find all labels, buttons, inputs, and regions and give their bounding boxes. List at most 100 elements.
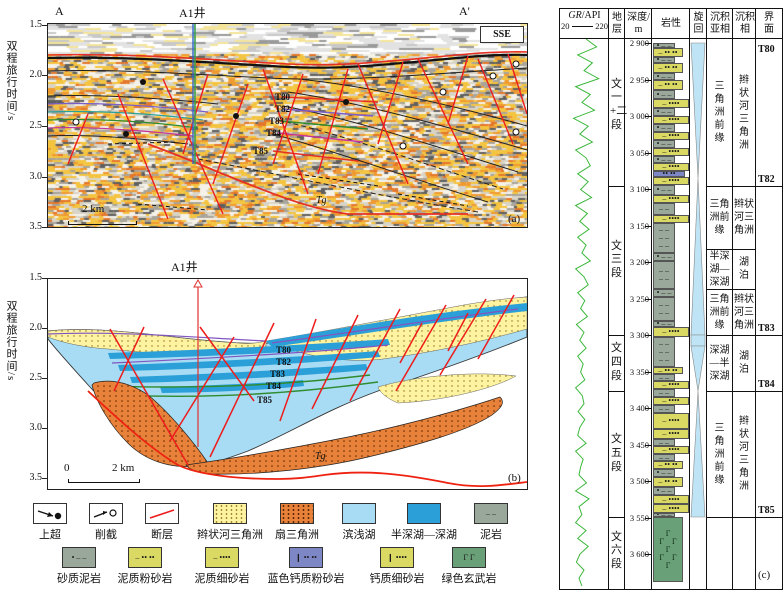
well-track-line [193,24,195,164]
cycle-shapes [690,9,706,589]
facies-divider [733,335,755,336]
boundary-header: 界面 [763,12,775,35]
facies-divider [733,289,755,290]
facies-label: 辫状河三角洲 [738,74,750,152]
bed-pattern-glyph: – – [659,275,669,283]
panel-b-horizon-label: T80 [276,346,291,355]
stratum-label: 文一+二段 [610,78,623,133]
panel-a-tick-mark [42,75,47,76]
bed-pattern-glyph: – •••• [662,100,679,108]
lith-bed-M: – – [653,439,675,446]
bed-pattern-glyph: – •• •• [658,478,677,486]
lith-bed-M: – – [653,203,675,215]
bed-pattern-glyph: – •••• [662,328,679,336]
facies-divider [733,249,755,250]
bed-pattern-glyph: – •••• [662,430,679,438]
legend-swatch-glyph: ❙ •••• [387,554,407,562]
depth-tick-mark [645,372,651,373]
depth-tick-mark [645,299,651,300]
figure-root: { "panel_a": { "corner_label": "(a)", "e… [0,0,784,599]
legend-label-green-basalt: 绿色玄武岩 [421,570,517,586]
bed-pattern-glyph: – – [659,242,669,250]
lith-bed-M: – – [653,389,675,397]
depth-tick-mark [645,43,651,44]
cycle-triangle [691,335,705,346]
legend-item-argillaceous-fine-sandstone: – •••• 泥质细砂岩 [174,547,270,586]
lith-bed-Y4: – •••• [653,163,689,171]
legend-swatch-mudstone: – – [474,503,508,524]
panel-b-tick-mark [42,378,47,379]
bed-pattern-glyph: – – [659,454,669,461]
panel-a-well-label: A1井 [179,4,206,21]
facies-divider [733,517,755,518]
seismic-horizon-lines [48,52,527,212]
panel-b-corner-label: (b) [508,472,521,484]
stratum-label: 文三段 [610,240,623,281]
seismic-panel: SSE [47,23,528,228]
lith-bed-Y4: – •••• [653,116,689,124]
lith-bed-Y2: – •• •• [653,477,683,487]
lith-bed-G: • – – [653,469,675,477]
panel-a-tick-mark [42,227,47,228]
bed-pattern-glyph: – – [659,439,669,446]
panel-a-axis-title: 双程旅行时间/s [3,40,19,220]
bed-pattern-glyph: – – [659,205,669,213]
facies-header: 沉积相 [734,12,756,35]
lith-bed-G: • – – [653,156,675,163]
bed-pattern-glyph: • – – [657,108,672,116]
bed-pattern-glyph: • – – [657,487,672,495]
lith-bed-Y2: – •• •• [653,367,683,374]
legend-swatch-glyph: – •• •• [135,554,154,562]
depth-tick-mark [645,116,651,117]
legend-swatch-glyph: Γ Γ [463,554,474,562]
panel-a-horizon-label: T85 [253,147,268,156]
bed-pattern-glyph: • – – [657,73,672,80]
gr-header: GR/API 20 220 [560,10,609,31]
stratum-label: 文四段 [610,342,623,383]
stratum-label: 文五段 [610,433,623,474]
legend-item-blue-calcareous-siltstone: ❙ •• •• 蓝色钙质粉砂岩 [258,547,354,586]
lith-bed-Y4: – •••• [653,99,689,108]
lith-bed-G: • – – [653,185,675,195]
lith-bed-Y2: – •• •• [653,80,683,90]
boundary-line [756,335,782,336]
panel-b-tick-mark [42,428,47,429]
depth-tick-mark [645,262,651,263]
lith-bed-Y2: – •• •• [653,461,683,469]
boundary-label: T84 [758,380,775,390]
lith-bed-G: • – – [653,140,675,148]
bed-pattern-glyph: – •••• [662,148,679,156]
panel-a-tick-mark [42,177,47,178]
lithology-column: • – – – •• •• • – – – •• •• • – – – •• •• • – … [652,9,690,589]
panel-a-tick-mark [42,126,47,127]
panel-b-tick-mark [42,328,47,329]
lith-bed-G: • – – [653,487,675,495]
boundary-label: T82 [758,175,775,185]
lith-bed-Y4: – •••• [653,327,689,337]
facies-column: 辫状河三角洲 辫状河三角洲 湖泊 辫状河三角洲 湖泊 辫状河三角洲 [733,9,756,589]
gr-curve [560,9,608,589]
bed-pattern-glyph: – •••• [662,381,679,389]
legend-swatch-semideep-deep-lake [407,503,441,524]
panel-b-tg-label: Tg [315,452,326,462]
panel-b-tick-label: 2.0 [18,322,42,333]
bed-pattern-glyph: • – – [657,124,672,132]
lith-bed-Y4: – •••• [653,429,689,439]
panel-a-horizon-label: T83 [269,117,284,126]
bed-pattern-glyph: – •••• [662,177,679,185]
legend-swatch-argillaceous-fine-sandstone: – •••• [205,547,239,568]
panel-a-end-left: A [55,4,64,19]
lith-bed-Y4: – •••• [653,381,689,389]
lith-bed-M: – – [653,374,675,381]
subfacies-header: 沉积亚相 [709,12,731,35]
cycle-triangle [691,178,705,335]
boundary-label: T83 [758,324,775,334]
boundary-line [756,186,782,187]
lith-bed-Y4: – •••• [653,215,689,223]
depth-tick-mark [645,189,651,190]
panel-a-horizon-label: T82 [275,105,290,114]
depth-tick-mark [645,554,651,555]
boundary-label: T85 [758,506,775,516]
legend-swatch-glyph: • – – [72,554,87,562]
panel-a-corner-label: (a) [508,213,520,225]
